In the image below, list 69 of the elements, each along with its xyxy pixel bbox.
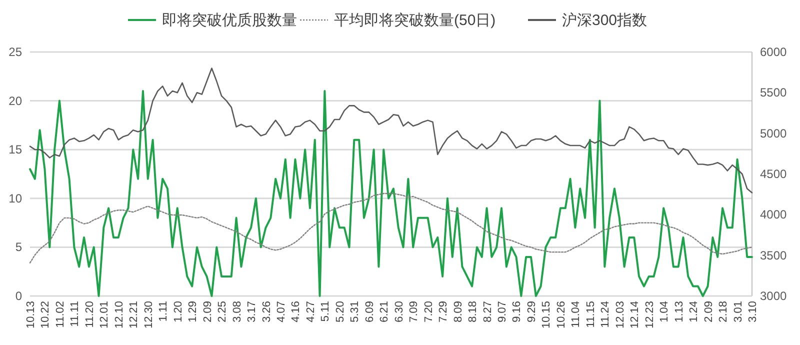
- y2-tick-label: 5500: [760, 86, 788, 100]
- x-tick-label: 12.03: [614, 301, 626, 329]
- x-tick-label: 12.14: [629, 301, 642, 329]
- x-tick-label: 4.27: [304, 301, 317, 322]
- x-tick-label: 8.09: [452, 301, 464, 322]
- y2-tick-label: 4500: [760, 167, 788, 181]
- x-tick-label: 5.11: [320, 301, 332, 322]
- x-tick-label: 6.09: [364, 301, 376, 322]
- y-tick-label: 25: [8, 45, 22, 59]
- x-tick-label: 11.04: [570, 301, 582, 328]
- legend-label: 即将突破优质股数量: [162, 12, 297, 29]
- x-tick-label: 3.17: [246, 301, 258, 322]
- x-tick-label: 12.30: [142, 301, 155, 329]
- legend-label: 沪深300指数: [562, 12, 648, 29]
- x-tick-label: 12.21: [128, 301, 140, 329]
- x-tick-label: 3.10: [747, 301, 759, 322]
- x-tick-label: 6.21: [378, 301, 391, 322]
- y-tick-label: 0: [15, 289, 22, 303]
- x-tick-label: 12.01: [98, 301, 111, 329]
- x-tick-label: 10.26: [555, 301, 568, 329]
- line-series: [29, 68, 753, 194]
- x-tick-label: 4.16: [290, 301, 302, 322]
- y-tick-label: 5: [15, 240, 22, 254]
- y2-tick-label: 3000: [760, 289, 788, 303]
- x-tick-label: 1.13: [673, 301, 686, 322]
- x-tick-label: 1.04: [658, 301, 671, 322]
- y2-tick-label: 4000: [760, 208, 788, 222]
- y2-tick-label: 3500: [760, 248, 788, 262]
- x-tick-label: 11.24: [600, 301, 612, 328]
- y-tick-label: 20: [8, 94, 22, 108]
- x-tick-label: 7.20: [422, 301, 435, 322]
- x-tick-label: 1.20: [172, 301, 184, 322]
- x-tick-label: 8.18: [467, 301, 480, 322]
- x-tick-label: 10.15: [540, 301, 553, 329]
- x-tick-label: 2.25: [216, 301, 229, 322]
- line-series: [29, 192, 753, 264]
- x-tick-label: 3.08: [231, 301, 244, 322]
- x-tick-label: 12.23: [644, 301, 656, 329]
- x-tick-label: 2.09: [202, 301, 214, 322]
- x-tick-label: 7.29: [438, 301, 450, 322]
- y-tick-label: 10: [8, 191, 22, 206]
- x-tick-label: 11.02: [54, 301, 66, 328]
- x-tick-label: 9.16: [511, 301, 524, 322]
- x-tick-label: 2.18: [718, 301, 730, 322]
- x-tick-label: 11.11: [69, 301, 82, 327]
- line-series: [29, 90, 753, 297]
- y2-tick-label: 5000: [760, 126, 788, 140]
- x-tick-label: 5.31: [349, 301, 362, 322]
- x-tick-label: 6.30: [393, 301, 406, 322]
- x-tick-label: 10.13: [25, 301, 37, 329]
- x-tick-label: 10.22: [40, 301, 52, 329]
- x-tick-label: 4.07: [275, 301, 288, 322]
- x-tick-label: 9.29: [526, 301, 538, 322]
- x-tick-label: 2.09: [702, 301, 715, 322]
- y-tick-label: 15: [8, 142, 22, 157]
- x-tick-label: 9.07: [496, 301, 509, 322]
- x-tick-label: 5.20: [334, 301, 346, 322]
- legend-label: 平均即将突破数量(50日): [334, 12, 496, 29]
- x-tick-label: 11.20: [84, 301, 96, 328]
- x-tick-label: 7.09: [408, 301, 420, 322]
- y2-tick-label: 6000: [760, 45, 788, 59]
- x-tick-label: 3.26: [260, 301, 273, 322]
- x-tick-label: 12.10: [113, 301, 126, 329]
- x-tick-label: 1.24: [688, 301, 700, 322]
- x-tick-label: 1.11: [158, 301, 170, 322]
- x-tick-label: 1.29: [187, 301, 200, 322]
- x-tick-label: 11.15: [584, 301, 597, 328]
- x-tick-label: 8.27: [482, 301, 494, 322]
- x-tick-label: 3.01: [732, 301, 744, 322]
